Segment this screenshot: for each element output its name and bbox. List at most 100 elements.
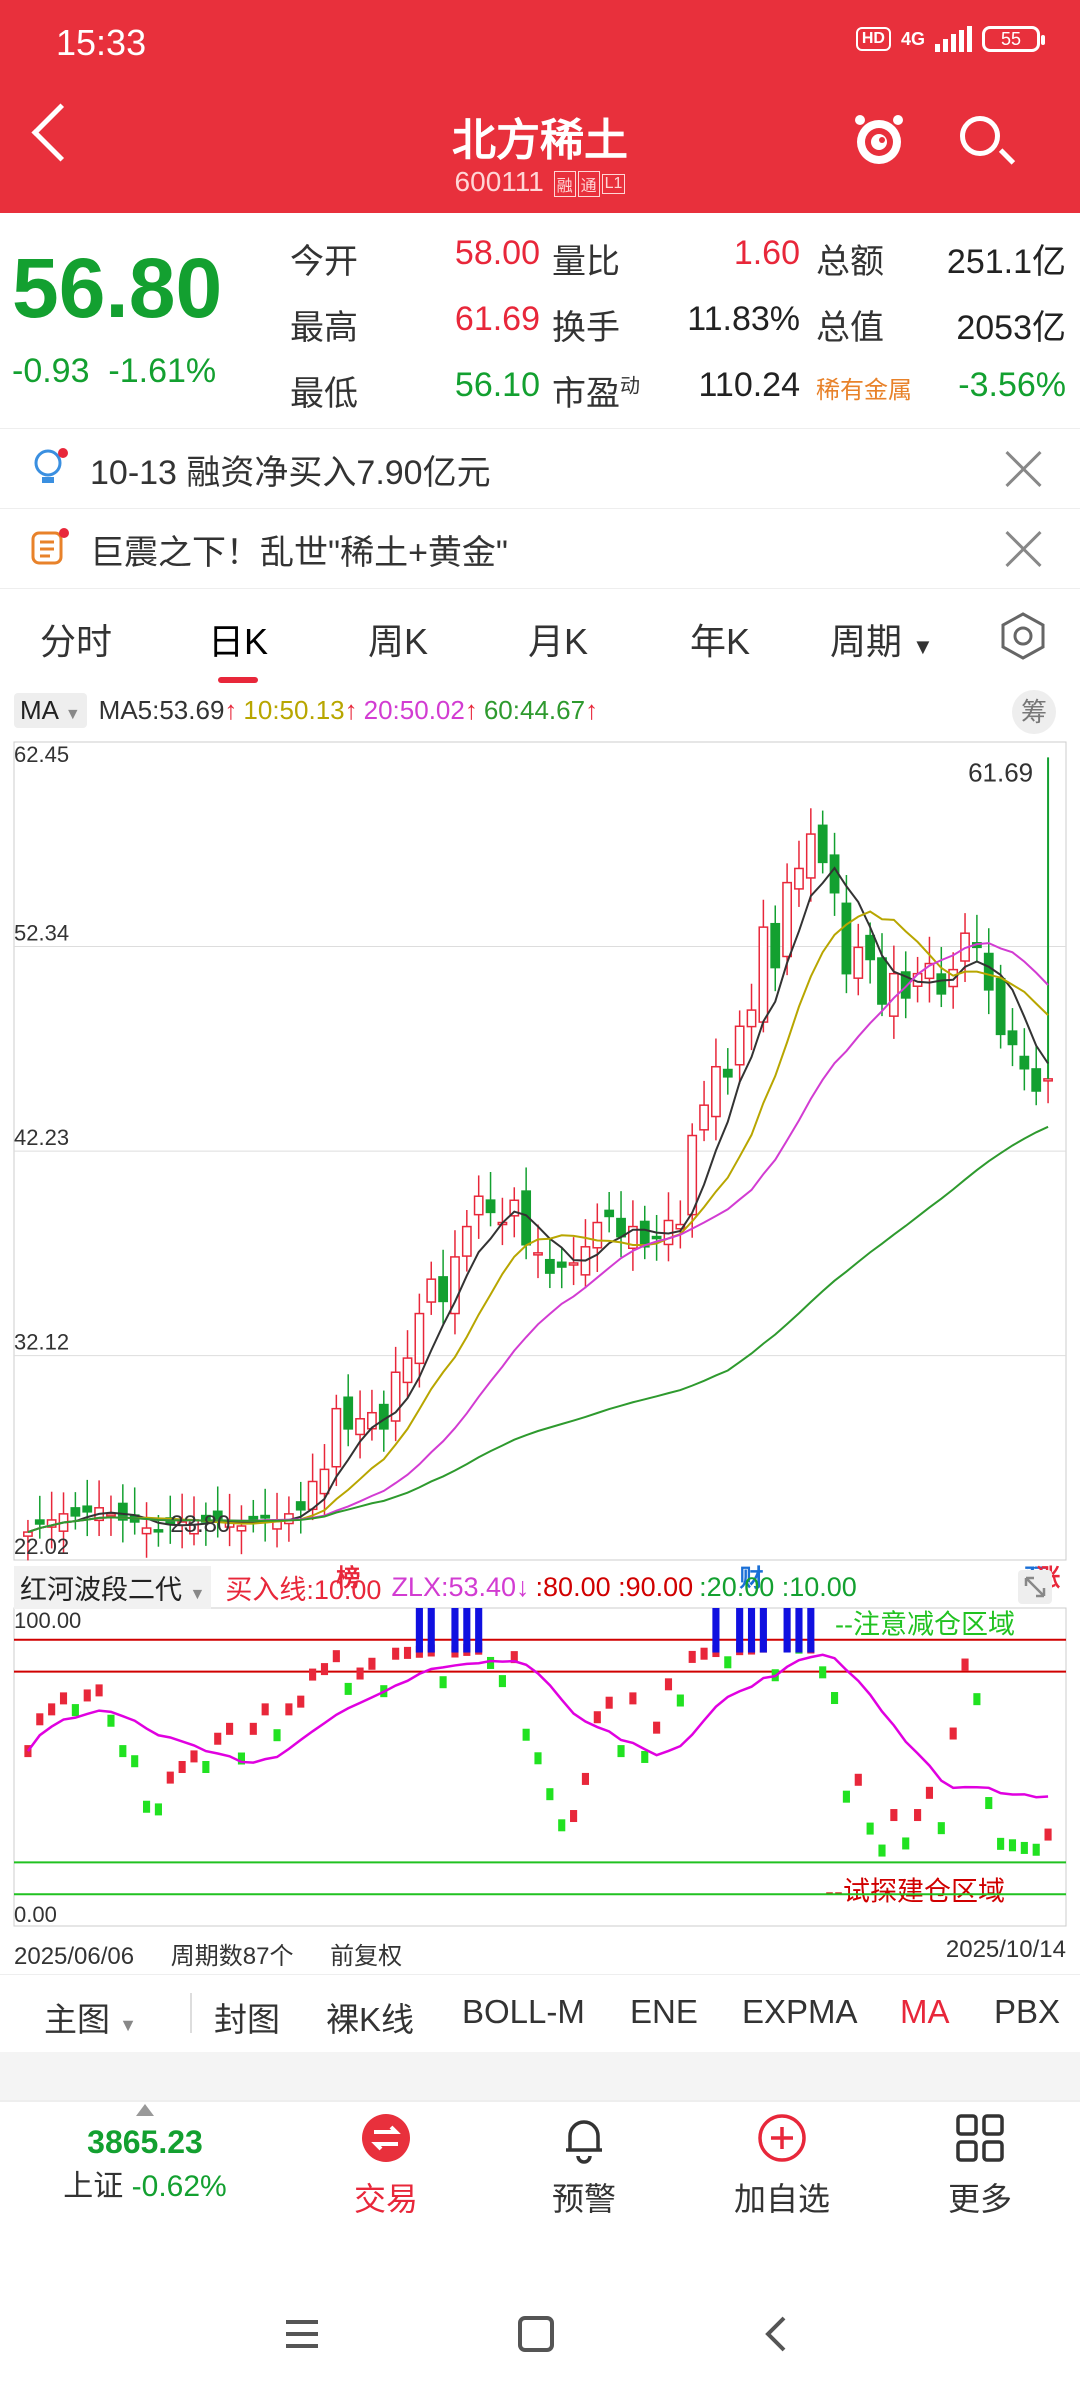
tab-yearly[interactable]: 年K [690, 621, 751, 662]
oscillator-bar [617, 1745, 625, 1758]
arrow-up-icon: ↑ [585, 694, 599, 725]
ma60-line [27, 1125, 1049, 1534]
tab-monthly[interactable]: 月K [528, 621, 589, 662]
tab-main-chart[interactable]: 主图 ▼ [44, 2001, 137, 2038]
oscillator-bar [534, 1752, 542, 1765]
expand-icon[interactable] [1018, 1570, 1052, 1604]
indicator-legend: 红河波段二代 ▼ 买入线:10.00 ZLX:53.40↓ :80.00 :90… [14, 1566, 857, 1609]
candle [651, 1235, 662, 1240]
tab-naked-k[interactable]: 裸K线 [326, 2001, 415, 2038]
oscillator-bar [925, 1786, 934, 1799]
nav-add-watchlist[interactable]: 加自选 [702, 2110, 862, 2220]
sector-label[interactable]: 稀有金属 [816, 377, 912, 404]
ma-selector[interactable]: MA ▼ [14, 692, 87, 728]
home-icon[interactable] [516, 2314, 556, 2354]
low-price-label: 23.80 [170, 1511, 230, 1538]
page-title: 北方稀土 [452, 116, 628, 165]
oscillator-bar [724, 1656, 732, 1669]
oscillator-bar [854, 1773, 862, 1786]
tab-intraday[interactable]: 分时 [40, 621, 113, 662]
search-icon[interactable] [960, 116, 1000, 156]
oscillator-bar [629, 1692, 637, 1705]
tab-ene[interactable]: ENE [630, 1993, 698, 2030]
candle [568, 1262, 579, 1266]
nav-alert[interactable]: 预警 [504, 2110, 664, 2220]
oscillator-bar [688, 1650, 696, 1663]
oscillator-bar [48, 1703, 56, 1716]
start-date: 2025/06/06 [14, 1943, 135, 1970]
price-adjust[interactable]: 前复权 [330, 1943, 403, 1970]
candle [924, 962, 935, 980]
oscillator-bar [1020, 1841, 1028, 1854]
candle [153, 1529, 164, 1533]
chips-button[interactable]: 筹 [1012, 690, 1056, 734]
menu-icon[interactable] [282, 2314, 322, 2354]
candle [758, 926, 769, 1023]
oscillator-bar [570, 1810, 578, 1823]
close-icon[interactable] [1004, 529, 1044, 569]
end-date: 2025/10/14 [945, 1936, 1066, 1963]
tab-period[interactable]: 周期 ▼ [830, 621, 934, 662]
candle [639, 1220, 650, 1248]
tab-expma[interactable]: EXPMA [742, 1993, 858, 2030]
oscillator-bar [664, 1678, 673, 1691]
indicator-border [13, 1607, 1067, 1927]
nav-trade[interactable]: 交易 [306, 2110, 466, 2220]
oscillator-bar [95, 1684, 103, 1697]
oscillator-bar [878, 1844, 886, 1857]
tab-ma[interactable]: MA [900, 1993, 950, 2030]
system-nav [0, 2300, 1080, 2370]
oscillator-bar [498, 1675, 506, 1688]
bell-icon [566, 2120, 602, 2164]
kline-chart[interactable]: 62.4552.3442.2332.1222.0261.6923.80S榜财预涨… [0, 730, 1080, 1936]
sector-change: -3.56% [958, 366, 1066, 404]
candle [82, 1505, 93, 1513]
oscillator-bar [914, 1809, 922, 1822]
index-ticker[interactable]: 3865.23 上证 -0.62% [40, 2124, 250, 2205]
candle [141, 1527, 152, 1535]
candle [675, 1223, 686, 1230]
buy-line-label: 买入线:10.00 [225, 1575, 382, 1605]
oscillator-bar [71, 1704, 79, 1717]
candle [592, 1221, 603, 1249]
chevron-down-icon: ▼ [912, 634, 934, 659]
oscillator-bar [356, 1667, 364, 1680]
oscillator-bar [368, 1657, 376, 1670]
tab-pbx[interactable]: PBX [994, 1993, 1061, 2030]
candle [509, 1199, 520, 1217]
candle [936, 973, 947, 995]
candle [200, 1514, 211, 1523]
oscillator-bar [973, 1693, 981, 1706]
candle [722, 1068, 733, 1078]
candle [627, 1225, 638, 1250]
tag-level: L1 [601, 173, 626, 194]
tab-seal[interactable]: 封图 [214, 2001, 280, 2038]
settings-icon[interactable] [998, 611, 1048, 661]
candle [343, 1396, 354, 1430]
tab-weekly[interactable]: 周K [368, 621, 429, 662]
notice-text: 巨震之下！乱世"稀土+黄金" [90, 534, 508, 572]
signal-bar [463, 1608, 471, 1653]
notice-financing[interactable]: 10-13 融资净买入7.90亿元 [0, 428, 1080, 507]
back-nav-icon[interactable] [756, 2314, 796, 2354]
tag-margin: 融 [553, 170, 576, 197]
candle [260, 1514, 271, 1519]
candle [948, 968, 959, 988]
candle [450, 1256, 460, 1315]
candle [900, 971, 911, 999]
stat-value: 61.69 [454, 300, 540, 338]
tab-daily[interactable]: 日K [208, 613, 268, 683]
close-icon[interactable] [1004, 449, 1044, 489]
nav-more[interactable]: 更多 [900, 2110, 1060, 2220]
tab-boll[interactable]: BOLL-M [462, 1993, 585, 2030]
news-icon [31, 528, 69, 565]
mascot-icon[interactable] [852, 112, 906, 166]
notice-news[interactable]: 巨震之下！乱世"稀土+黄金" [0, 508, 1080, 587]
oscillator-bar [949, 1727, 957, 1740]
indicator-selector[interactable]: 红河波段二代 ▼ [14, 1566, 212, 1609]
stat-label: 量比 [552, 243, 620, 281]
candle [295, 1501, 306, 1511]
candle [438, 1276, 449, 1303]
signal-icon [935, 26, 972, 52]
oscillator-bar [593, 1711, 601, 1724]
